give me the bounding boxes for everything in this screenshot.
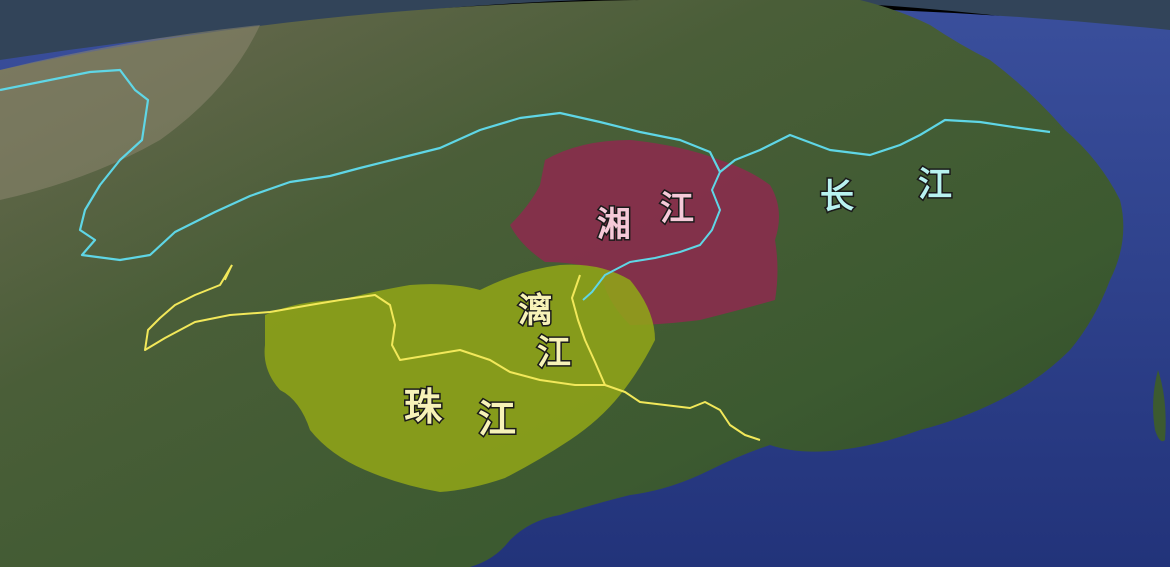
xiang-label-2: 江 <box>660 189 694 229</box>
xiang-river-basin <box>510 140 779 325</box>
yangtze-label-2: 江 <box>918 165 952 205</box>
li-label-2: 江 <box>537 333 571 373</box>
li-label-1: 漓 <box>518 291 552 331</box>
pearl-river-basin <box>264 264 655 492</box>
yangtze-river <box>0 68 1051 262</box>
pearl-label-1: 珠 <box>404 385 443 429</box>
pearl-label-2: 江 <box>478 397 516 441</box>
pearl-river-tributary <box>224 264 233 281</box>
atmosphere-glow <box>0 0 1170 80</box>
xiang-label-1: 湘 <box>597 205 631 245</box>
xiang-river <box>582 171 721 301</box>
island-south <box>436 536 490 567</box>
island <box>1153 370 1166 442</box>
yangtze-label-1: 长 <box>820 177 854 217</box>
li-river <box>571 274 606 386</box>
highland-shading <box>0 25 260 200</box>
pearl-river-west <box>144 264 761 441</box>
